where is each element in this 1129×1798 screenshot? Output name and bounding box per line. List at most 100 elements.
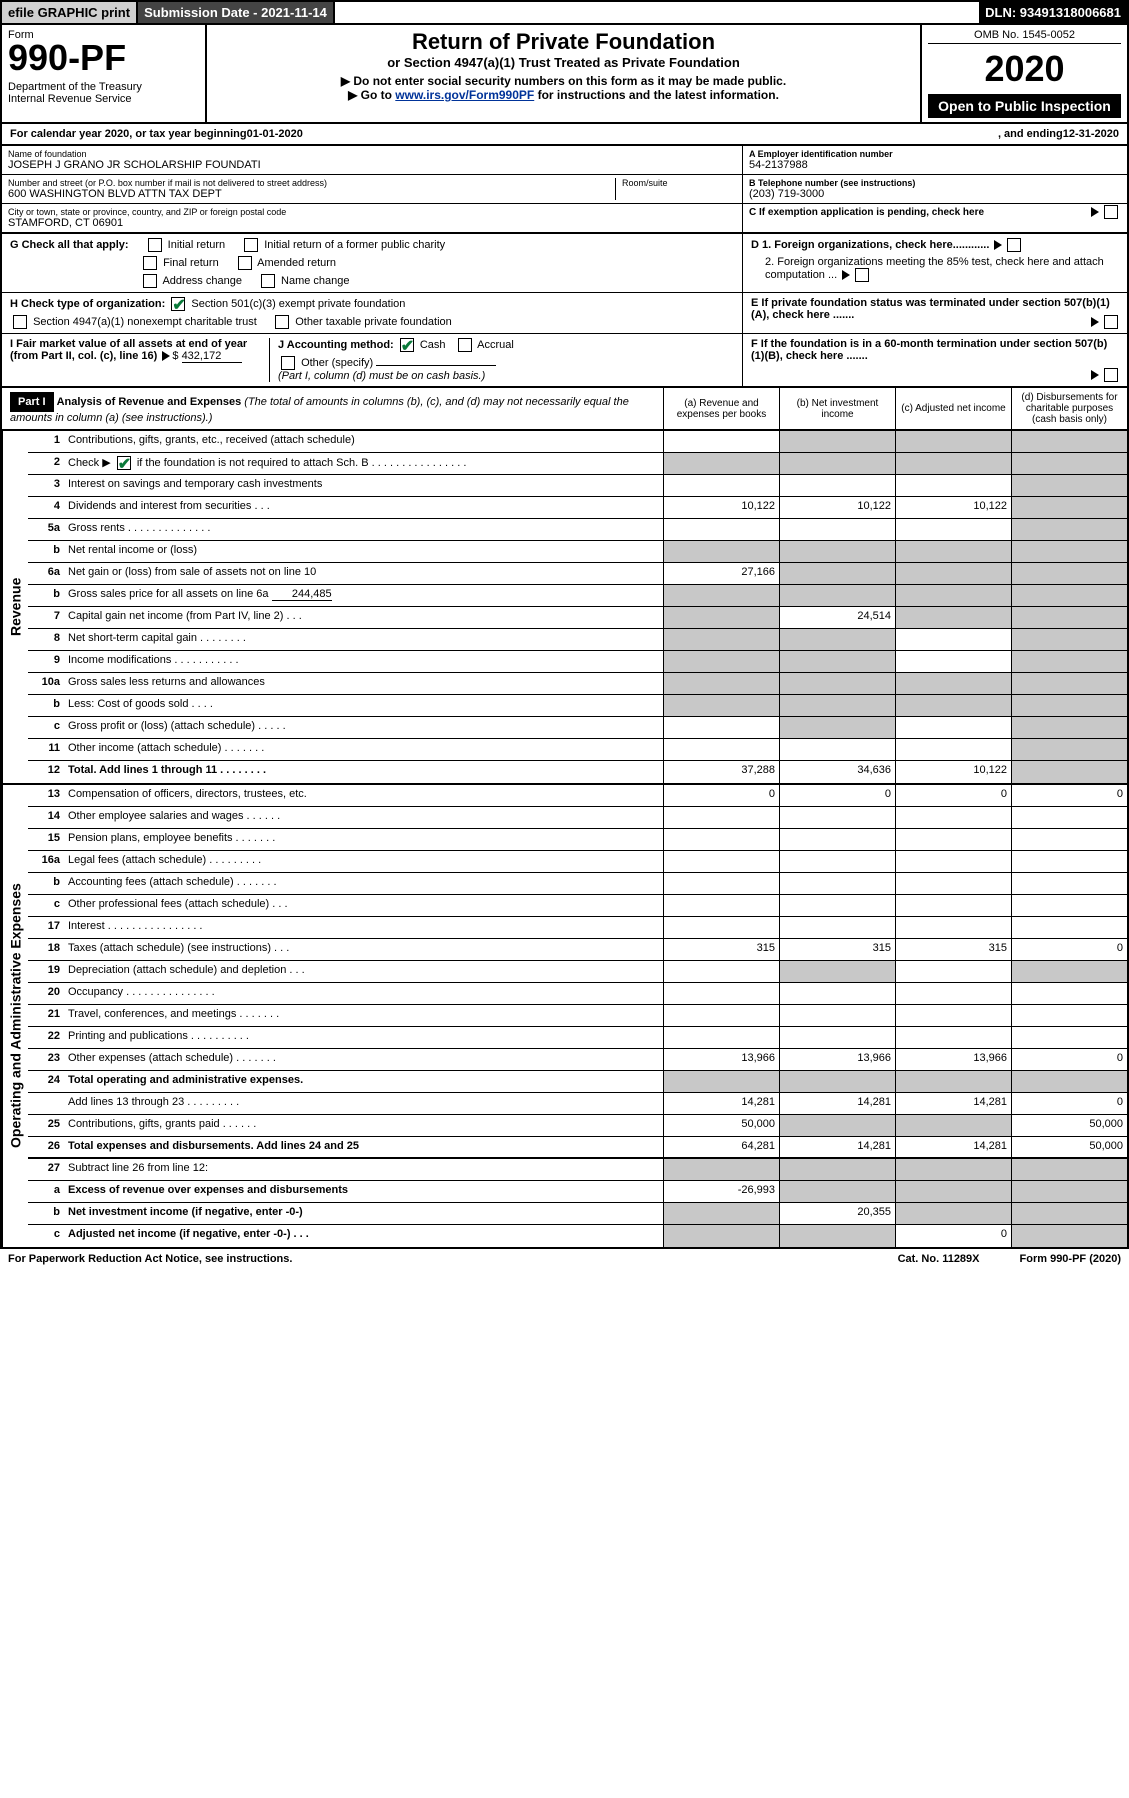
- line-6b-pre: Gross sales price for all assets on line…: [68, 588, 269, 600]
- l4-c: 10,122: [895, 497, 1011, 518]
- goto-note: ▶ Go to www.irs.gov/Form990PF for instru…: [217, 88, 910, 102]
- d2-label: 2. Foreign organizations meeting the 85%…: [765, 256, 1104, 281]
- d1-checkbox[interactable]: [1007, 238, 1021, 252]
- line-3-desc: Interest on savings and temporary cash i…: [64, 475, 663, 496]
- c-checkbox[interactable]: [1104, 205, 1118, 219]
- phone-value: (203) 719-3000: [749, 188, 1121, 200]
- j-cash-checkbox[interactable]: [400, 338, 414, 352]
- line-11-desc: Other income (attach schedule) . . . . .…: [64, 739, 663, 760]
- irs-link[interactable]: www.irs.gov/Form990PF: [395, 88, 534, 102]
- check-row-he: H Check type of organization: Section 50…: [0, 293, 1129, 334]
- line-13-desc: Compensation of officers, directors, tru…: [64, 785, 663, 806]
- l25-d: 50,000: [1011, 1115, 1127, 1136]
- dln: DLN: 93491318006681: [979, 2, 1127, 23]
- calyear-end: 12-31-2020: [1063, 128, 1119, 140]
- g-name-checkbox[interactable]: [261, 274, 275, 288]
- tax-year: 2020: [928, 48, 1121, 90]
- arrow-icon: [1091, 370, 1099, 380]
- line-17-desc: Interest . . . . . . . . . . . . . . . .: [64, 917, 663, 938]
- page-footer: For Paperwork Reduction Act Notice, see …: [0, 1249, 1129, 1269]
- line-18-desc: Taxes (attach schedule) (see instruction…: [64, 939, 663, 960]
- l23-a: 13,966: [663, 1049, 779, 1070]
- l12-c: 10,122: [895, 761, 1011, 783]
- h-501c3: Section 501(c)(3) exempt private foundat…: [191, 298, 405, 310]
- g-name: Name change: [281, 275, 350, 287]
- g-initial-public: Initial return of a former public charit…: [264, 239, 445, 251]
- h-other-checkbox[interactable]: [275, 315, 289, 329]
- l13-c: 0: [895, 785, 1011, 806]
- l27a-a: -26,993: [663, 1181, 779, 1202]
- line-21-desc: Travel, conferences, and meetings . . . …: [64, 1005, 663, 1026]
- l18-b: 315: [779, 939, 895, 960]
- h-other: Other taxable private foundation: [295, 316, 452, 328]
- j-cash: Cash: [420, 339, 446, 351]
- g-final: Final return: [163, 257, 219, 269]
- line-27b-desc: Net investment income (if negative, ente…: [64, 1203, 663, 1224]
- line-16c-desc: Other professional fees (attach schedule…: [64, 895, 663, 916]
- line-20-desc: Occupancy . . . . . . . . . . . . . . .: [64, 983, 663, 1004]
- g-initial-return-checkbox[interactable]: [148, 238, 162, 252]
- f-checkbox[interactable]: [1104, 368, 1118, 382]
- expenses-side-label: Operating and Administrative Expenses: [2, 785, 28, 1247]
- l18-d: 0: [1011, 939, 1127, 960]
- i-fmv-value: 432,172: [182, 350, 242, 363]
- line-19-desc: Depreciation (attach schedule) and deple…: [64, 961, 663, 982]
- dept-treasury: Department of the Treasury: [8, 81, 199, 93]
- line-9-desc: Income modifications . . . . . . . . . .…: [64, 651, 663, 672]
- j-other: Other (specify): [301, 357, 373, 369]
- j-other-checkbox[interactable]: [281, 356, 295, 370]
- l27c-c: 0: [895, 1225, 1011, 1247]
- c-exemption-label: C If exemption application is pending, c…: [749, 207, 984, 218]
- arrow-icon: [994, 240, 1002, 250]
- line-26-desc: Total expenses and disbursements. Add li…: [64, 1137, 663, 1157]
- l23-c: 13,966: [895, 1049, 1011, 1070]
- line-7-desc: Capital gain net income (from Part IV, l…: [64, 607, 663, 628]
- l13-d: 0: [1011, 785, 1127, 806]
- part1-badge: Part I: [10, 392, 54, 412]
- g-amended-checkbox[interactable]: [238, 256, 252, 270]
- city-label: City or town, state or province, country…: [8, 207, 736, 217]
- line-25-desc: Contributions, gifts, grants paid . . . …: [64, 1115, 663, 1136]
- arrow-icon: [1091, 317, 1099, 327]
- h-501c3-checkbox[interactable]: [171, 297, 185, 311]
- line-15-desc: Pension plans, employee benefits . . . .…: [64, 829, 663, 850]
- submission-date: Submission Date - 2021-11-14: [138, 2, 335, 23]
- calendar-year-row: For calendar year 2020, or tax year begi…: [0, 124, 1129, 146]
- line-6b-desc: Gross sales price for all assets on line…: [64, 585, 663, 606]
- l13-a: 0: [663, 785, 779, 806]
- line-27-desc: Subtract line 26 from line 12:: [64, 1159, 663, 1180]
- ein-value: 54-2137988: [749, 159, 1121, 171]
- calyear-mid: , and ending: [998, 128, 1063, 140]
- line-22-desc: Printing and publications . . . . . . . …: [64, 1027, 663, 1048]
- g-initial-public-checkbox[interactable]: [244, 238, 258, 252]
- d1-label: D 1. Foreign organizations, check here..…: [751, 239, 989, 251]
- phone-label: B Telephone number (see instructions): [749, 178, 1121, 188]
- line-2-desc: Check ▶ if the foundation is not require…: [64, 453, 663, 474]
- part1-table: Revenue 1Contributions, gifts, grants, e…: [0, 431, 1129, 1249]
- l18-c: 315: [895, 939, 1011, 960]
- footer-form: Form 990-PF (2020): [1020, 1253, 1121, 1265]
- calyear-pre: For calendar year 2020, or tax year begi…: [10, 128, 247, 140]
- l24b-c: 14,281: [895, 1093, 1011, 1114]
- e-checkbox[interactable]: [1104, 315, 1118, 329]
- g-address-checkbox[interactable]: [143, 274, 157, 288]
- h-4947-checkbox[interactable]: [13, 315, 27, 329]
- j-accrual-checkbox[interactable]: [458, 338, 472, 352]
- check-row-gd: G Check all that apply: Initial return I…: [0, 234, 1129, 293]
- room-label: Room/suite: [622, 178, 736, 188]
- l26-a: 64,281: [663, 1137, 779, 1157]
- e-label: E If private foundation status was termi…: [751, 297, 1110, 321]
- line-2-post: if the foundation is not required to att…: [137, 457, 467, 469]
- l25-a: 50,000: [663, 1115, 779, 1136]
- part1-header-row: Part I Analysis of Revenue and Expenses …: [0, 388, 1129, 431]
- l26-d: 50,000: [1011, 1137, 1127, 1157]
- line-10a-desc: Gross sales less returns and allowances: [64, 673, 663, 694]
- g-final-checkbox[interactable]: [143, 256, 157, 270]
- d2-checkbox[interactable]: [855, 268, 869, 282]
- line-2-checkbox[interactable]: [117, 456, 131, 470]
- l4-a: 10,122: [663, 497, 779, 518]
- g-address: Address change: [162, 275, 242, 287]
- efile-print-link[interactable]: efile GRAPHIC print: [2, 2, 138, 23]
- j-label: J Accounting method:: [278, 339, 394, 351]
- line-14-desc: Other employee salaries and wages . . . …: [64, 807, 663, 828]
